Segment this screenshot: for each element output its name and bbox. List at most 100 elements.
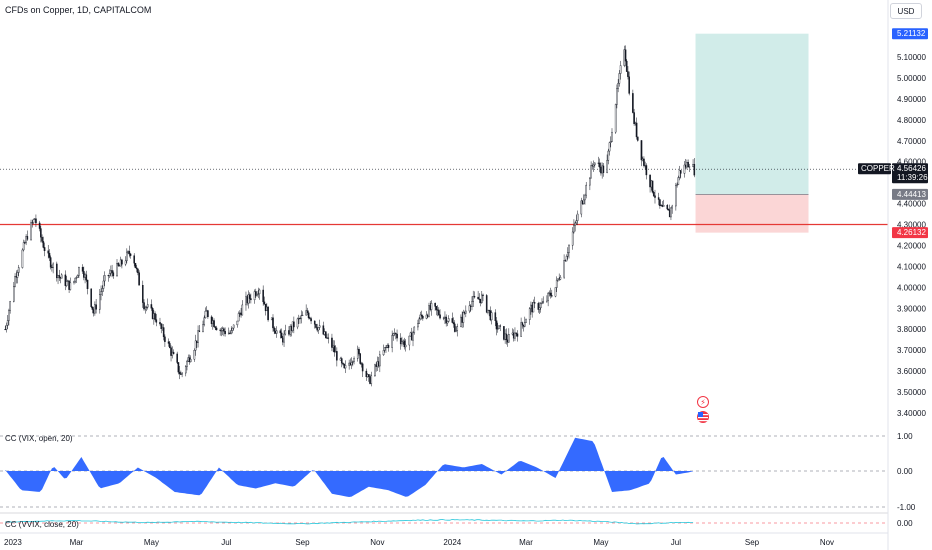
candle xyxy=(503,326,505,341)
candle xyxy=(488,309,490,317)
time-tick-label: Sep xyxy=(745,538,760,547)
candle xyxy=(343,363,346,369)
candle xyxy=(624,45,627,67)
candle xyxy=(220,327,223,337)
candle xyxy=(634,121,637,126)
candle xyxy=(367,374,370,382)
chart-title: CFDs on Copper, 1D, CAPITALCOM xyxy=(5,5,151,15)
candle xyxy=(14,273,16,288)
candle xyxy=(275,326,278,338)
candle xyxy=(651,180,654,194)
candle xyxy=(671,204,673,214)
candle xyxy=(557,278,559,282)
candle xyxy=(133,253,135,267)
candle xyxy=(236,320,239,328)
candle xyxy=(306,307,309,316)
candle xyxy=(193,348,196,362)
time-axis[interactable]: 2023 Mar May Jul Sep Nov 2024 Mar May Jul Sep Nov xyxy=(0,532,888,547)
svg-text:COPPER: COPPER xyxy=(861,164,895,173)
candle xyxy=(522,324,525,332)
candle xyxy=(344,360,347,374)
candle xyxy=(677,175,680,186)
candle xyxy=(375,362,377,372)
candle xyxy=(33,218,36,220)
lightning-icon[interactable] xyxy=(697,396,709,408)
candle xyxy=(417,319,419,331)
candle xyxy=(333,340,336,357)
currency-button[interactable]: USD xyxy=(890,3,922,19)
candle xyxy=(91,306,94,314)
candle xyxy=(266,302,268,312)
candle xyxy=(635,117,638,140)
candle xyxy=(392,332,395,341)
candle xyxy=(160,323,163,334)
candle xyxy=(257,287,260,299)
candle xyxy=(43,242,46,257)
candle xyxy=(582,194,585,205)
candle xyxy=(565,254,568,262)
position-zones xyxy=(695,33,809,233)
candle xyxy=(299,316,301,324)
candle xyxy=(438,307,440,317)
price-axis[interactable]: 5.10000 5.00000 4.90000 4.80000 4.70000 4.600… xyxy=(858,0,928,550)
candle xyxy=(571,227,574,250)
candle xyxy=(482,293,484,302)
candle xyxy=(393,328,396,337)
candle xyxy=(143,299,145,311)
candle xyxy=(580,197,583,218)
vix-indicator-label: CC (VIX, open, 20) xyxy=(5,434,73,443)
candle xyxy=(462,309,465,328)
candle xyxy=(675,182,677,211)
candle xyxy=(627,66,629,80)
candle xyxy=(600,162,602,176)
candle xyxy=(107,274,110,282)
candle xyxy=(408,335,411,351)
candle xyxy=(608,141,611,156)
candle xyxy=(223,327,225,337)
candle xyxy=(16,269,19,284)
candle xyxy=(597,156,600,167)
candle xyxy=(684,158,687,170)
candle xyxy=(227,327,230,335)
candle xyxy=(559,275,562,281)
candle xyxy=(124,256,127,267)
candle xyxy=(396,329,398,342)
candle xyxy=(628,71,630,96)
candle xyxy=(413,326,416,335)
price-tick-label: 4.60000 xyxy=(897,158,926,167)
candle xyxy=(370,371,373,387)
candle xyxy=(151,306,154,320)
candle xyxy=(282,335,284,346)
candle xyxy=(473,291,476,299)
candle xyxy=(592,160,595,172)
candle xyxy=(146,298,149,310)
candle xyxy=(229,330,231,335)
candle xyxy=(159,317,161,326)
candle xyxy=(379,350,381,373)
price-tick-label: 3.80000 xyxy=(897,325,926,334)
price-tick-label: 4.10000 xyxy=(897,262,926,271)
candle xyxy=(169,341,171,349)
price-tick-label: 3.70000 xyxy=(897,346,926,355)
lightning-glyph: ⚡ xyxy=(700,398,706,407)
candle xyxy=(688,163,691,173)
candle xyxy=(17,264,20,276)
candle xyxy=(445,314,447,327)
candle xyxy=(92,307,95,317)
candle xyxy=(322,321,325,336)
candle xyxy=(240,307,242,318)
candle xyxy=(138,270,140,286)
candle xyxy=(288,326,290,337)
candle xyxy=(687,159,689,168)
candle xyxy=(404,339,407,352)
candle xyxy=(81,264,84,274)
candle xyxy=(78,266,80,278)
candle xyxy=(167,338,170,347)
vvix-indicator-label: CC (VVIX, close, 20) xyxy=(5,520,79,529)
event-icons[interactable]: ⚡ xyxy=(697,396,709,424)
candle xyxy=(207,309,209,319)
candle xyxy=(270,317,273,321)
entry-price-tag: 4.44413 xyxy=(892,188,928,200)
candle xyxy=(678,165,681,181)
